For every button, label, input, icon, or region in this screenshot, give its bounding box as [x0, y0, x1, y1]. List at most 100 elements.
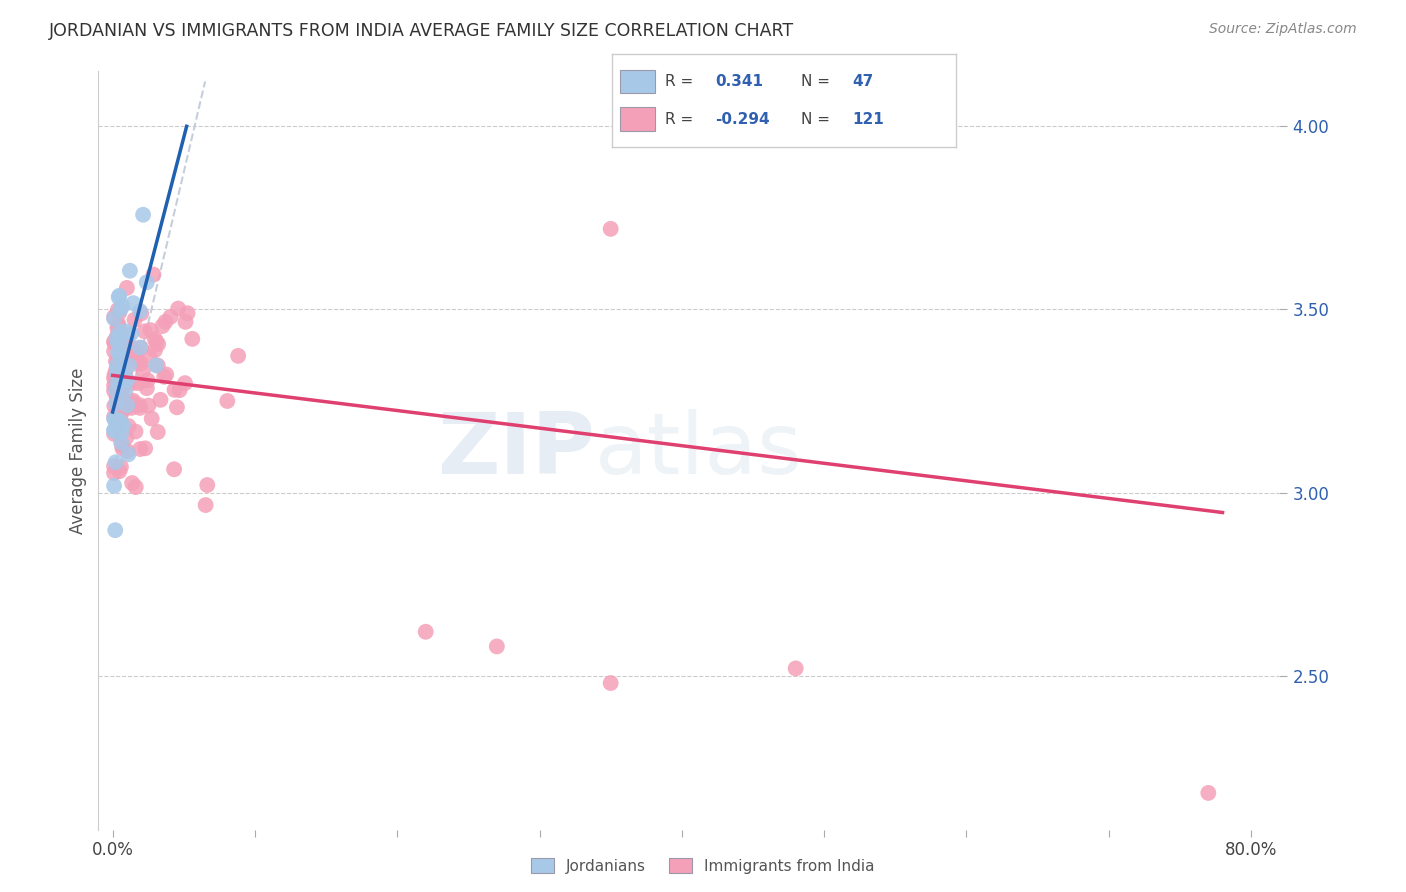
Point [125, 346, 148, 360]
Point [599, 222, 621, 236]
Point [104, 354, 127, 368]
Point [599, 676, 621, 690]
Point [105, 331, 128, 345]
Point [108, 364, 131, 378]
Point [118, 263, 141, 277]
Point [117, 397, 139, 411]
Point [129, 356, 152, 370]
Point [124, 425, 146, 439]
Point [103, 466, 125, 480]
Point [107, 425, 129, 440]
Point [110, 302, 132, 317]
Point [110, 407, 132, 421]
Point [114, 367, 136, 381]
Point [108, 289, 131, 303]
Point [107, 364, 129, 378]
Point [105, 377, 128, 392]
Point [145, 359, 167, 373]
Point [125, 345, 148, 359]
Point [1197, 786, 1219, 800]
Point [120, 351, 142, 366]
Point [159, 310, 181, 324]
Point [117, 398, 139, 412]
Point [110, 396, 132, 410]
Point [108, 324, 131, 338]
Point [107, 290, 129, 304]
Point [110, 387, 132, 401]
Point [108, 347, 131, 361]
Point [167, 301, 190, 316]
Point [105, 359, 128, 373]
Point [112, 399, 135, 413]
Point [107, 302, 129, 317]
Point [129, 341, 152, 355]
Point [115, 430, 138, 444]
Point [110, 338, 132, 352]
Point [103, 384, 125, 398]
Point [152, 318, 174, 333]
Point [181, 332, 204, 346]
Point [105, 321, 128, 335]
Point [104, 455, 127, 469]
Point [115, 401, 138, 415]
Point [117, 419, 139, 434]
Point [115, 281, 138, 295]
Point [129, 341, 152, 355]
Point [138, 399, 160, 413]
Point [121, 395, 143, 409]
Text: 0.341: 0.341 [716, 74, 763, 89]
Point [415, 624, 437, 639]
Text: N =: N = [801, 74, 830, 89]
Point [103, 368, 125, 382]
Point [105, 380, 128, 394]
Point [117, 447, 139, 461]
Point [125, 355, 148, 369]
Point [105, 332, 128, 346]
Point [103, 311, 125, 326]
Point [111, 442, 134, 456]
Point [174, 376, 197, 391]
Point [107, 378, 129, 392]
Point [107, 319, 129, 334]
Point [105, 381, 128, 395]
Point [103, 411, 125, 425]
Point [124, 312, 146, 326]
Point [107, 368, 129, 382]
Point [138, 349, 160, 363]
Point [135, 381, 157, 395]
Point [103, 409, 125, 424]
Point [142, 268, 165, 282]
Point [103, 424, 125, 438]
Point [195, 478, 218, 492]
Point [134, 324, 156, 338]
Y-axis label: Average Family Size: Average Family Size [69, 368, 87, 533]
Point [217, 394, 239, 409]
Point [103, 371, 125, 385]
Point [163, 462, 186, 476]
Point [176, 306, 198, 320]
Point [107, 375, 129, 389]
Point [125, 480, 148, 494]
Text: 47: 47 [852, 74, 875, 89]
Point [132, 363, 155, 377]
Point [128, 398, 150, 412]
Point [174, 315, 197, 329]
Point [114, 367, 136, 381]
Point [103, 399, 125, 413]
Point [125, 351, 148, 365]
Point [143, 332, 166, 346]
Point [120, 326, 142, 341]
Point [108, 464, 131, 478]
Point [115, 373, 138, 387]
Point [103, 378, 125, 392]
Point [108, 415, 131, 429]
Text: -0.294: -0.294 [716, 112, 769, 127]
Point [169, 383, 191, 397]
Point [122, 296, 145, 310]
Point [122, 393, 145, 408]
Point [104, 413, 127, 427]
Point [111, 438, 134, 452]
Point [146, 337, 169, 351]
Point [105, 396, 128, 410]
Text: R =: R = [665, 112, 693, 127]
